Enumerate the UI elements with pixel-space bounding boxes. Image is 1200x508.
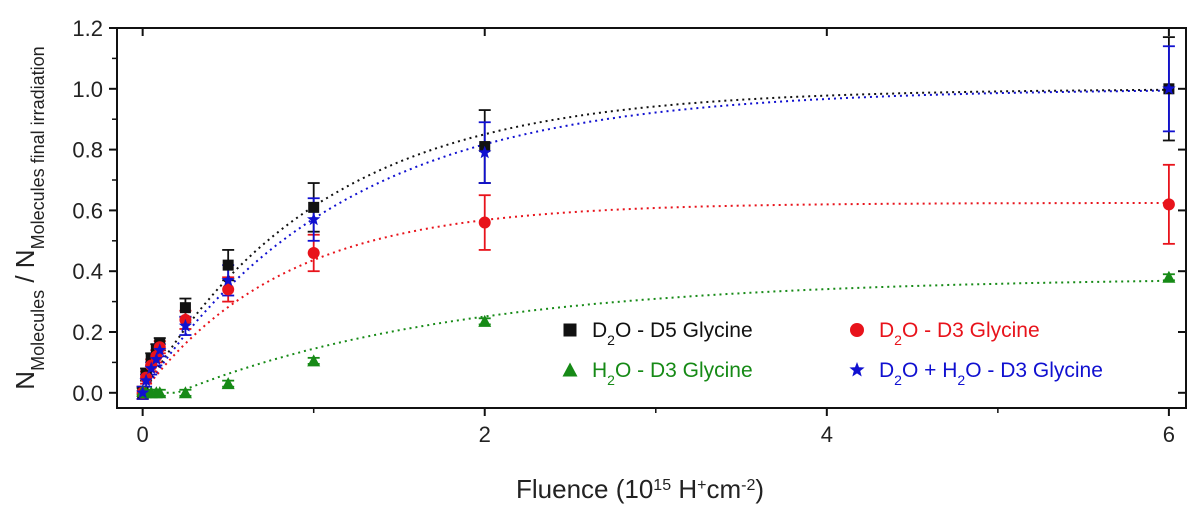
data-point [307, 354, 321, 367]
data-point [562, 362, 578, 377]
data-point [222, 283, 235, 296]
legend-label: H2O - D3 Glycine [592, 359, 753, 388]
data-point [1162, 270, 1176, 283]
x-tick-label: 0 [137, 422, 149, 447]
data-point [153, 343, 167, 356]
data-point [178, 318, 193, 332]
fit-curve [141, 89, 1169, 394]
data-point [136, 385, 150, 399]
data-point [478, 314, 492, 327]
y-tick-label: 0.6 [72, 198, 103, 223]
data-points [136, 81, 1176, 399]
legend-label: D2O - D3 Glycine [879, 319, 1040, 348]
y-tick-label: 0.0 [72, 381, 103, 406]
fit-curves [141, 88, 1169, 394]
x-tick-label: 4 [821, 422, 833, 447]
y-tick-label: 0.4 [72, 259, 103, 284]
y-tick-label: 0.2 [72, 320, 103, 345]
data-point [307, 212, 321, 226]
data-point [221, 377, 235, 390]
plot-frame [116, 27, 1187, 409]
data-point [139, 373, 153, 387]
data-point [307, 246, 320, 259]
legend-label: D2O + H2O - D3 Glycine [879, 359, 1103, 388]
data-point [478, 145, 492, 159]
data-point [153, 386, 167, 399]
data-point [563, 323, 577, 337]
x-tick-label: 6 [1163, 422, 1175, 447]
legend-label: D2O - D5 Glycine [592, 319, 753, 348]
y-axis-title: NMolecules / NMolecules final irradiatio… [10, 46, 48, 389]
data-point [849, 362, 865, 377]
data-point [478, 216, 491, 229]
data-point [179, 302, 191, 314]
data-point [222, 259, 234, 271]
y-tick-label: 1.2 [72, 16, 103, 41]
legend: D2O - D5 Glycine D2O - D3 Glycine H2O - D3… [562, 319, 1103, 388]
data-point [308, 201, 320, 213]
data-point [149, 352, 163, 365]
data-point [1162, 198, 1175, 211]
data-point [221, 273, 235, 286]
data-point [1162, 81, 1176, 95]
data-point [144, 361, 158, 375]
axes: 0 2 4 6 0.0 0.2 0.4 0.6 0.8 1.0 1.2 [72, 16, 1187, 447]
data-point [850, 323, 864, 337]
y-tick-label: 0.8 [72, 138, 103, 163]
data-point [178, 386, 192, 399]
fit-curve [141, 88, 1169, 394]
y-tick-label: 1.0 [72, 77, 103, 102]
x-axis-title: Fluence (1015 H+cm-2) [516, 474, 764, 504]
x-tick-label: 2 [479, 422, 491, 447]
